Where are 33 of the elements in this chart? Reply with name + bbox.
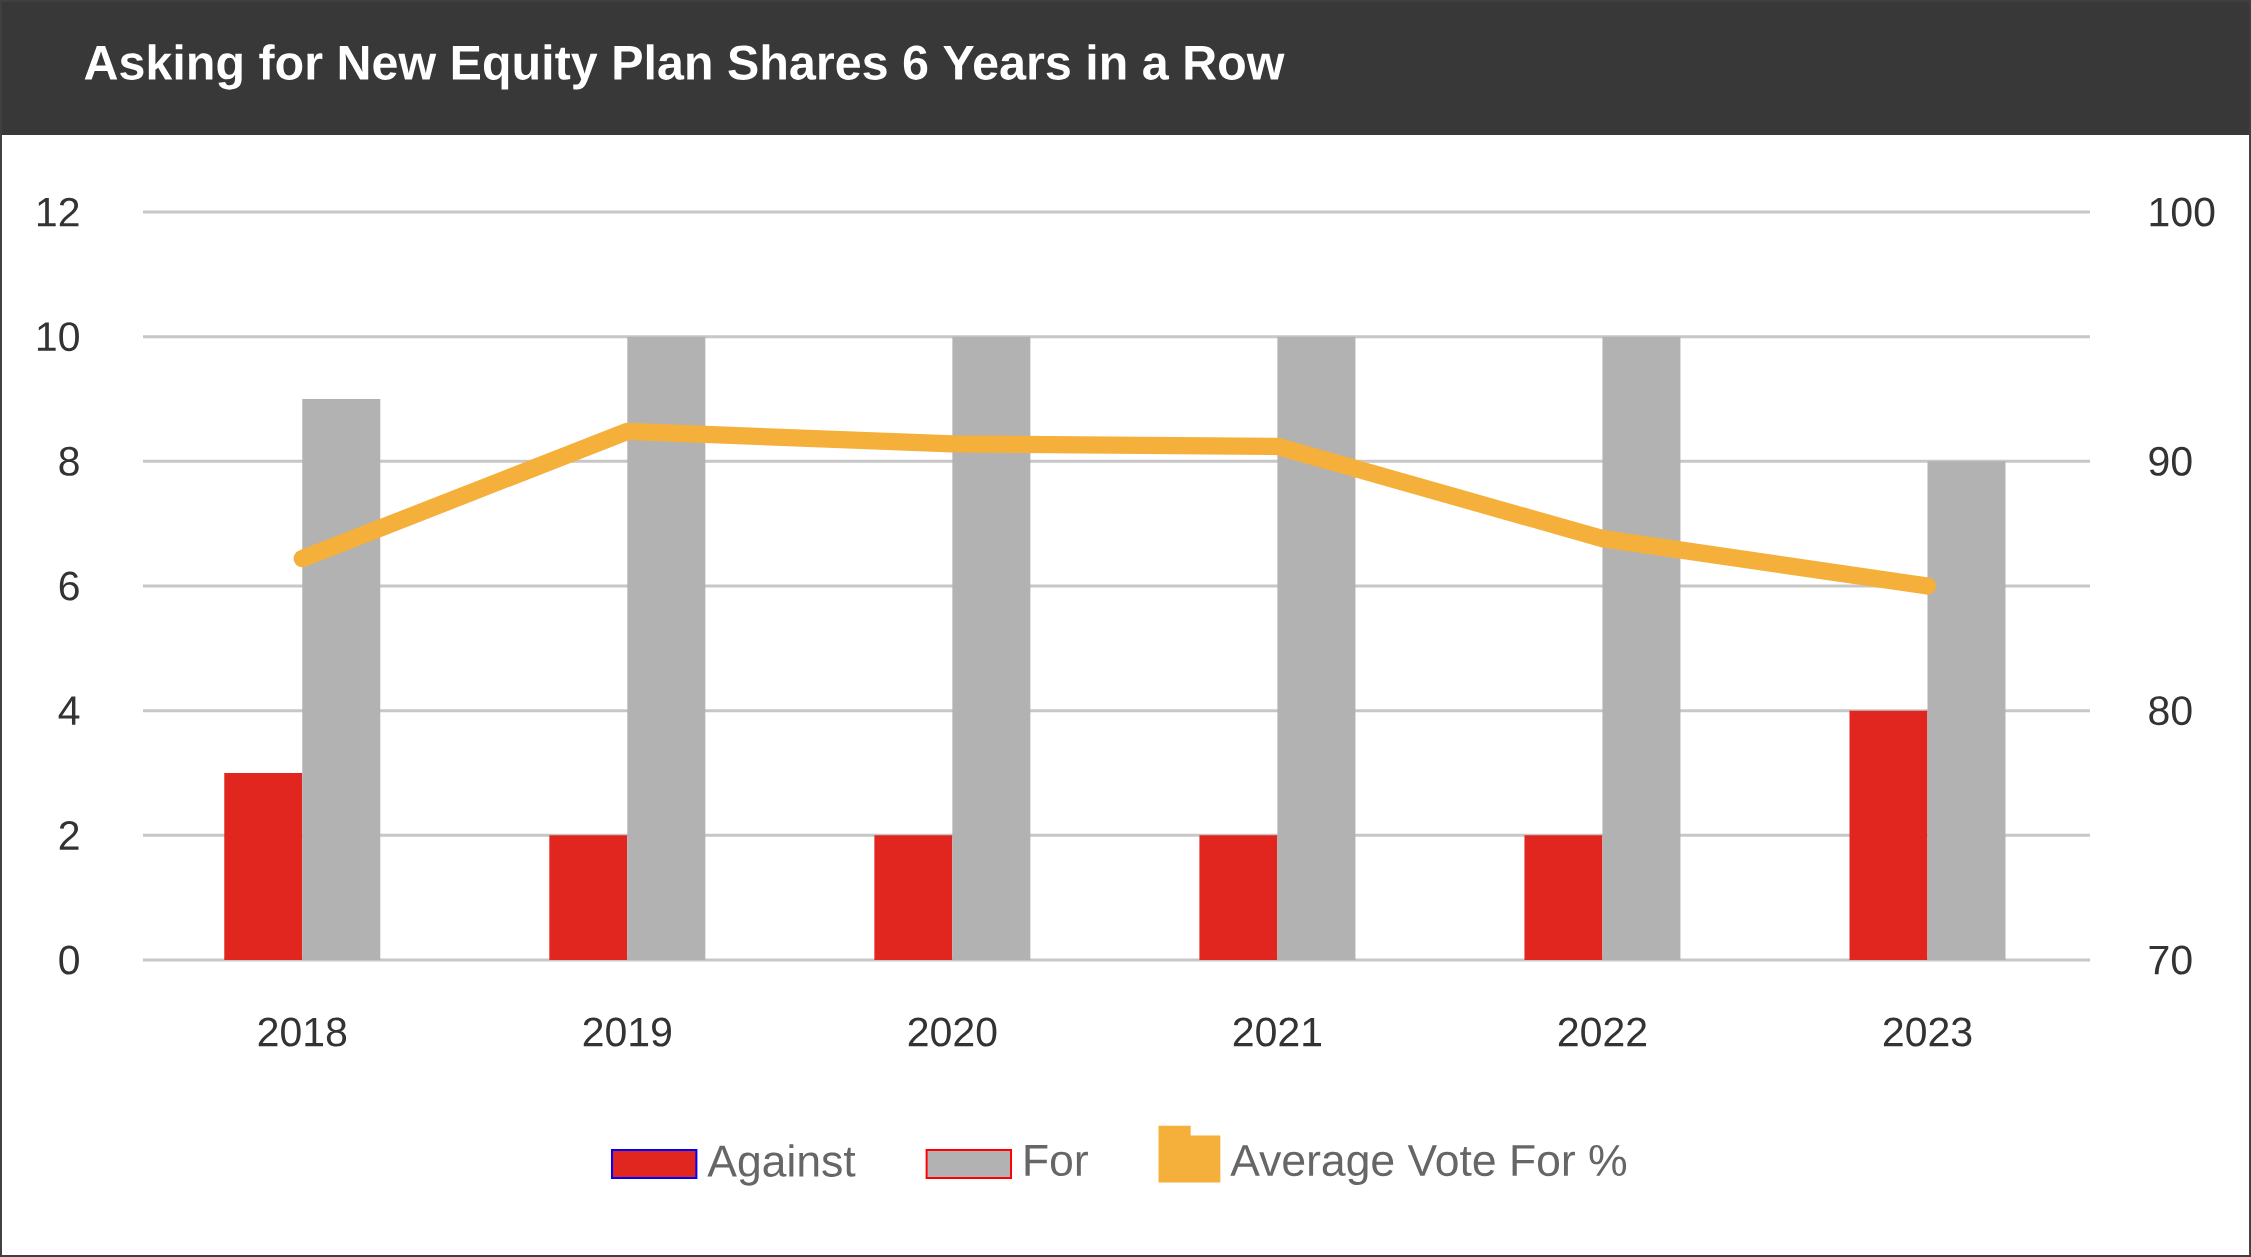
bar	[302, 399, 381, 961]
x-tick-label: 2020	[908, 1017, 997, 1047]
bar	[1927, 461, 2006, 961]
bar	[874, 835, 953, 961]
x-tick-label: 2022	[1558, 1017, 1647, 1047]
bar	[1849, 710, 1928, 961]
legend-label: Against	[707, 1144, 856, 1186]
bar	[1602, 336, 1681, 961]
y-tick-label: 6	[59, 571, 79, 601]
x-tick-label: 2018	[258, 1017, 347, 1047]
chart-title: Asking for New Equity Plan Shares 6 Years in a Row	[84, 44, 1285, 90]
y-tick-label: 10	[37, 322, 79, 352]
x-tick-label: 2021	[1233, 1017, 1321, 1047]
y2-tick-label: 100	[2150, 197, 2215, 227]
x-tick-label: 2019	[583, 1017, 671, 1047]
x-tick-label: 2023	[1883, 1017, 1972, 1047]
bar	[1524, 835, 1603, 961]
bar	[627, 336, 706, 961]
y2-tick-label: 70	[2149, 945, 2192, 975]
y-tick-label: 8	[59, 446, 79, 476]
bar	[1277, 336, 1356, 961]
y-tick-label: 12	[37, 197, 79, 227]
y-tick-label: 4	[58, 696, 80, 725]
y2-tick-label: 90	[2149, 446, 2192, 476]
y2-tick-label: 80	[2149, 696, 2192, 726]
y-tick-label: 2	[59, 821, 79, 850]
bar	[952, 336, 1031, 961]
y-tick-label: 0	[59, 945, 79, 975]
legend-label: Average Vote For %	[1230, 1144, 1627, 1185]
legend-label: For	[1025, 1144, 1088, 1177]
bar	[224, 773, 303, 961]
bar	[549, 835, 628, 961]
bar	[1199, 835, 1278, 961]
